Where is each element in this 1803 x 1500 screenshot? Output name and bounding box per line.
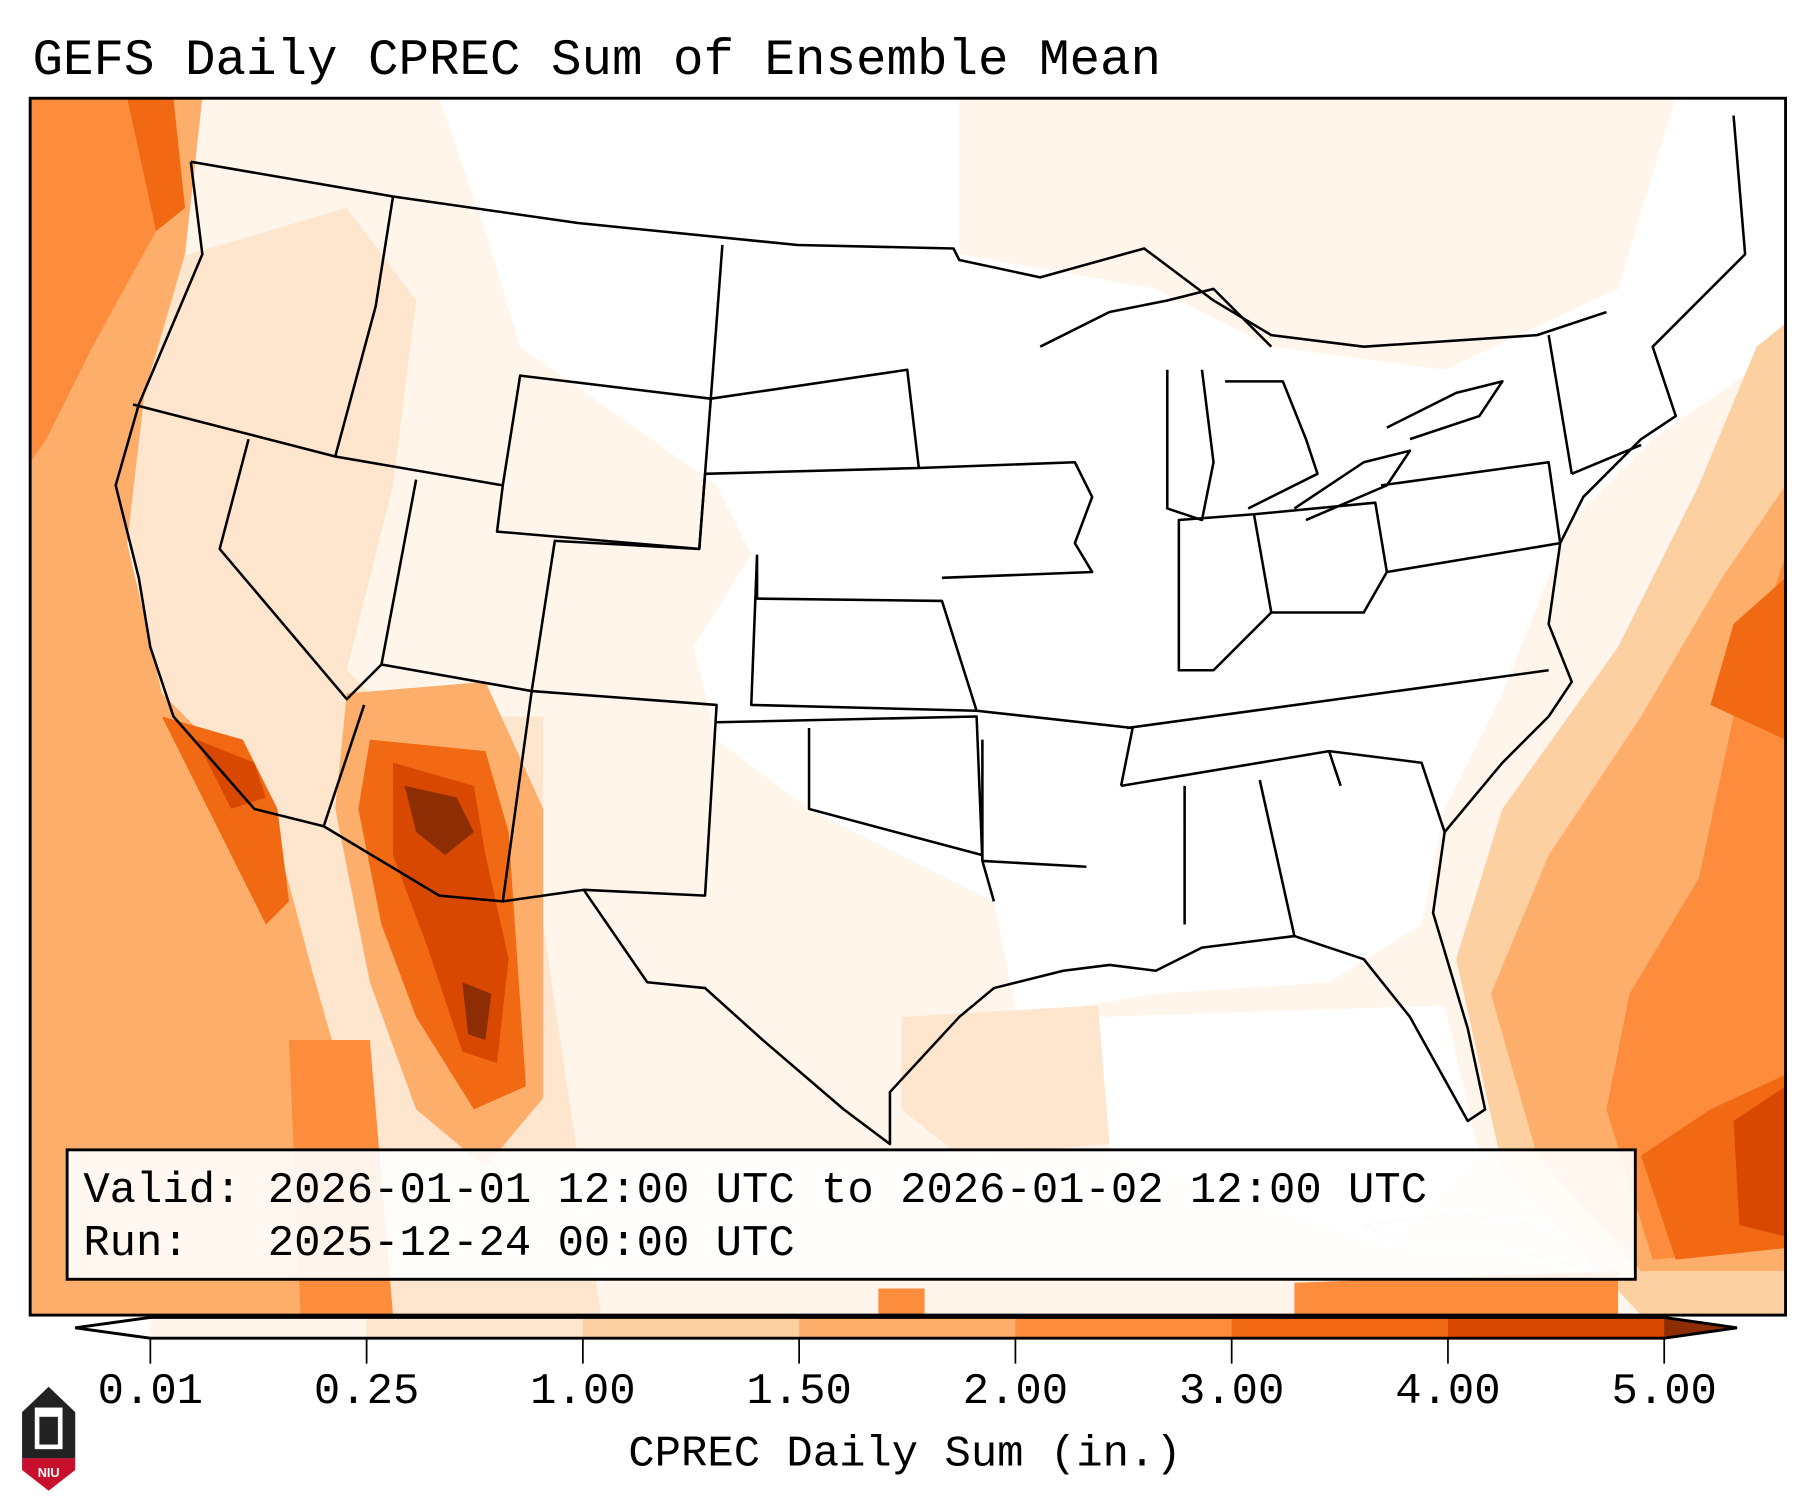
precip-pacific-coast xyxy=(127,98,186,232)
colorbar-bin xyxy=(1231,1317,1449,1339)
map-frame xyxy=(28,96,1787,1317)
map-panel: Valid: 2026-01-01 12:00 UTC to 2026-01-0… xyxy=(30,98,1786,1316)
run-time-text: Run: 2025-12-24 00:00 UTC xyxy=(83,1219,794,1269)
colorbar-tick-label: 3.00 xyxy=(1179,1367,1284,1417)
logo-text: NIU xyxy=(38,1465,60,1480)
colorbar-bin xyxy=(1015,1317,1233,1339)
info-box-frame xyxy=(65,1148,1637,1281)
colorbar-tick-label: 5.00 xyxy=(1612,1367,1717,1417)
colorbar-tick-label: 0.25 xyxy=(314,1367,419,1417)
logo-shield-bottom xyxy=(22,1458,76,1491)
precip-bottom-strip xyxy=(878,1271,1618,1316)
figure-title: GEFS Daily CPREC Sum of Ensemble Mean xyxy=(32,33,1161,90)
state-lines-west xyxy=(132,196,724,902)
colorbar-extend-high xyxy=(1664,1317,1738,1339)
colorbar: 0.01 0.25 1.00 1.50 2.00 3.00 4.00 5.00 xyxy=(75,1315,1738,1417)
state-lines-east xyxy=(1120,334,1642,937)
info-box: Valid: 2026-01-01 12:00 UTC to 2026-01-0… xyxy=(65,1148,1637,1281)
precip-socal xyxy=(161,716,290,925)
dry-region-central xyxy=(439,98,1786,1017)
valid-time-text: Valid: 2026-01-01 12:00 UTC to 2026-01-0… xyxy=(83,1166,1427,1216)
colorbar-tick-label: 4.00 xyxy=(1395,1367,1500,1417)
precip-pacific-band xyxy=(30,98,382,1316)
precip-atlantic-heavy xyxy=(1606,554,1786,1260)
us-outline xyxy=(114,115,1747,1146)
colorbar-bin xyxy=(799,1317,1016,1339)
precip-southwest-heavy xyxy=(393,762,509,1064)
colorbar-label: CPREC Daily Sum (in.) xyxy=(628,1429,1181,1479)
precip-southwest-max xyxy=(404,785,492,1041)
canada-border xyxy=(190,160,1607,348)
colorbar-bin xyxy=(582,1317,800,1339)
colorbar-tick-label: 2.00 xyxy=(963,1367,1068,1417)
great-lakes xyxy=(1039,287,1504,522)
precip-socal-dark xyxy=(196,739,266,809)
colorbar-tick-label: 1.50 xyxy=(746,1367,851,1417)
precip-atlantic-max xyxy=(1733,1086,1786,1237)
colorbar-bin xyxy=(1447,1317,1665,1339)
colorbar-extend-low xyxy=(75,1317,151,1339)
precip-light-gulf xyxy=(901,1005,1110,1156)
colorbar-bin xyxy=(366,1317,584,1339)
colorbar-tick-label: 0.01 xyxy=(98,1367,203,1417)
niu-logo: NIU xyxy=(22,1386,76,1491)
colorbar-bin xyxy=(150,1317,368,1339)
colorbar-tick-label: 1.00 xyxy=(530,1367,635,1417)
precip-pacific-mid xyxy=(30,98,174,463)
logo-building-windows xyxy=(39,1416,58,1445)
